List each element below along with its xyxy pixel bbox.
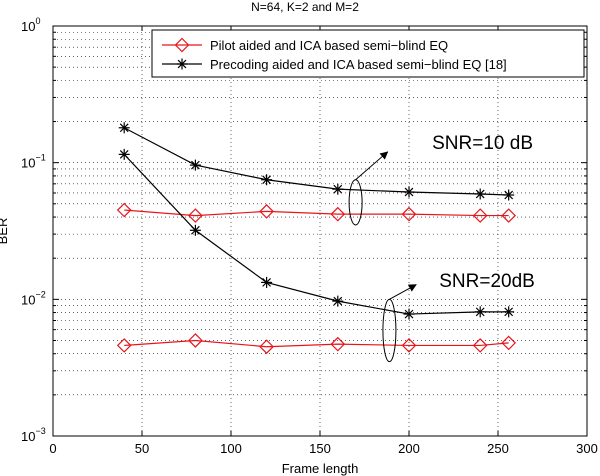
annotation-ellipse	[348, 179, 363, 226]
diamond-marker	[330, 336, 346, 352]
y-tick-exponent: −1	[35, 153, 45, 163]
star-marker	[118, 122, 130, 134]
y-axis-label: BER	[0, 218, 10, 245]
star-marker	[261, 174, 273, 186]
y-tick-base: 10	[21, 19, 35, 34]
y-tick-label: 10−3	[21, 426, 46, 444]
diamond-marker	[401, 338, 417, 353]
legend-label-pilot: Pilot aided and ICA based semi−blind EQ	[210, 38, 448, 53]
star-marker	[332, 183, 344, 195]
series-1	[118, 122, 515, 201]
star-marker	[261, 276, 273, 288]
x-tick-label: 150	[309, 441, 331, 456]
annotation-label: SNR=20dB	[439, 271, 535, 292]
snr-annotation-0: SNR=10 dB	[348, 133, 533, 226]
diamond-marker	[501, 208, 517, 223]
diamond-marker	[188, 208, 203, 223]
x-tick-label: 300	[576, 441, 598, 456]
x-tick-label: 250	[487, 441, 509, 456]
x-tick-label: 50	[135, 441, 149, 456]
series-3	[118, 148, 515, 320]
diamond-marker	[501, 335, 517, 351]
annotations-layer: SNR=10 dB SNR=20dB	[348, 133, 535, 363]
diamond-marker	[259, 204, 274, 219]
star-marker	[189, 159, 201, 171]
x-tick-label: 100	[220, 441, 242, 456]
series-2	[116, 333, 517, 355]
annotation-ellipse	[382, 298, 397, 363]
diamond-marker	[188, 333, 203, 348]
legend: Pilot aided and ICA based semi−blind EQ …	[151, 29, 585, 78]
star-marker	[503, 306, 515, 318]
legend-marker-diamond	[174, 37, 190, 53]
diamond-marker	[472, 338, 488, 353]
diamond-marker	[472, 208, 488, 223]
y-tick-base: 10	[21, 292, 35, 307]
x-axis-label: Frame length	[282, 461, 359, 476]
legend-box	[151, 29, 585, 78]
annotation-arrow	[389, 284, 417, 300]
snr-annotation-1: SNR=20dB	[382, 271, 535, 363]
annotation-label: SNR=10 dB	[432, 133, 533, 154]
star-marker	[403, 186, 415, 198]
star-marker	[176, 58, 188, 70]
diamond-marker	[401, 206, 417, 222]
chart-title: N=64, K=2 and M=2	[251, 0, 359, 14]
grid	[53, 26, 587, 436]
y-tick-label: 100	[21, 16, 40, 34]
x-tick-label: 0	[49, 441, 56, 456]
diamond-marker	[259, 339, 274, 355]
annotation-arrow	[355, 151, 389, 181]
series-0	[116, 202, 517, 223]
star-marker	[503, 189, 515, 201]
y-tick-exponent: −2	[35, 289, 45, 299]
series-line	[124, 209, 509, 217]
diamond-marker	[330, 206, 346, 222]
diamond-marker	[116, 202, 132, 218]
star-marker	[332, 295, 344, 307]
y-tick-exponent: 0	[35, 16, 40, 26]
y-tick-base: 10	[21, 156, 35, 171]
star-marker	[118, 148, 130, 160]
y-tick-label: 10−1	[21, 153, 46, 171]
diamond-marker	[116, 338, 132, 353]
y-tick-label: 10−2	[21, 289, 46, 307]
star-marker	[189, 224, 201, 236]
series-layer	[116, 122, 517, 355]
series-line	[124, 339, 509, 348]
x-tick-label: 200	[398, 441, 420, 456]
y-tick-exponent: −3	[35, 426, 45, 436]
star-marker	[474, 306, 486, 318]
star-marker	[403, 308, 415, 320]
diamond-marker	[174, 37, 190, 53]
star-marker	[474, 188, 486, 200]
y-tick-base: 10	[21, 429, 35, 444]
legend-marker-star	[176, 58, 188, 70]
legend-label-precoding: Precoding aided and ICA based semi−blind…	[210, 57, 507, 72]
